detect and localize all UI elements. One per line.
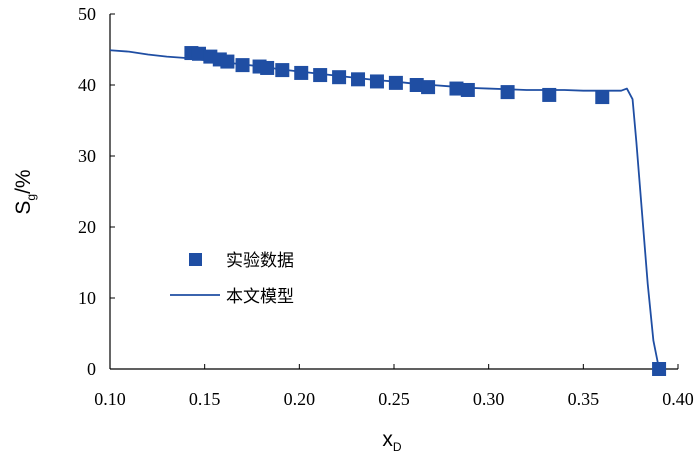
data-point-square — [235, 58, 250, 73]
x-tick-label: 0.35 — [568, 389, 600, 409]
y-ticks: 0 10 20 30 40 50 — [78, 4, 115, 379]
x-tick-label: 0.10 — [94, 389, 126, 409]
data-point-square — [652, 362, 667, 376]
data-point-square — [260, 60, 275, 75]
y-axis-title: Sg/% — [12, 169, 38, 214]
legend: 实验数据 本文模型 — [170, 251, 294, 307]
data-point-square — [294, 65, 309, 80]
data-point-square — [409, 78, 424, 92]
x-tick-label: 0.15 — [189, 389, 221, 409]
y-tick-label: 50 — [78, 4, 96, 24]
x-tick-label: 0.25 — [378, 389, 410, 409]
legend-label-model: 本文模型 — [226, 287, 294, 307]
plot-area: 0 10 20 30 40 50 0.10 0.15 0.20 0.25 0.30 0.35 0.40 — [78, 4, 694, 409]
legend-label-experimental: 实验数据 — [226, 251, 294, 271]
data-point-square — [421, 80, 436, 95]
legend-marker-square — [189, 253, 202, 266]
x-ticks: 0.10 0.15 0.20 0.25 0.30 0.35 0.40 — [94, 364, 694, 409]
data-point-square — [460, 82, 475, 97]
data-point-square — [500, 85, 515, 100]
x-tick-label: 0.30 — [473, 389, 505, 409]
data-point-square — [595, 90, 610, 105]
data-point-square — [388, 75, 403, 90]
series-layer — [109, 46, 667, 376]
data-point-square — [332, 70, 347, 85]
x-tick-label: 0.40 — [662, 389, 694, 409]
x-axis-title: xD — [382, 428, 402, 454]
model-line — [109, 49, 660, 370]
y-tick-label: 0 — [87, 359, 96, 379]
y-tick-label: 40 — [78, 75, 96, 95]
data-point-square — [313, 68, 328, 83]
y-tick-label: 20 — [78, 217, 96, 237]
y-tick-label: 30 — [78, 146, 96, 166]
y-tick-label: 10 — [78, 288, 96, 308]
data-point-square — [542, 87, 557, 102]
data-point-square — [220, 54, 235, 69]
data-point-square — [449, 81, 464, 96]
data-point-square — [351, 72, 366, 87]
data-point-square — [369, 74, 384, 89]
data-point-square — [275, 63, 290, 78]
x-tick-label: 0.20 — [284, 389, 316, 409]
data-point-square — [191, 46, 206, 61]
